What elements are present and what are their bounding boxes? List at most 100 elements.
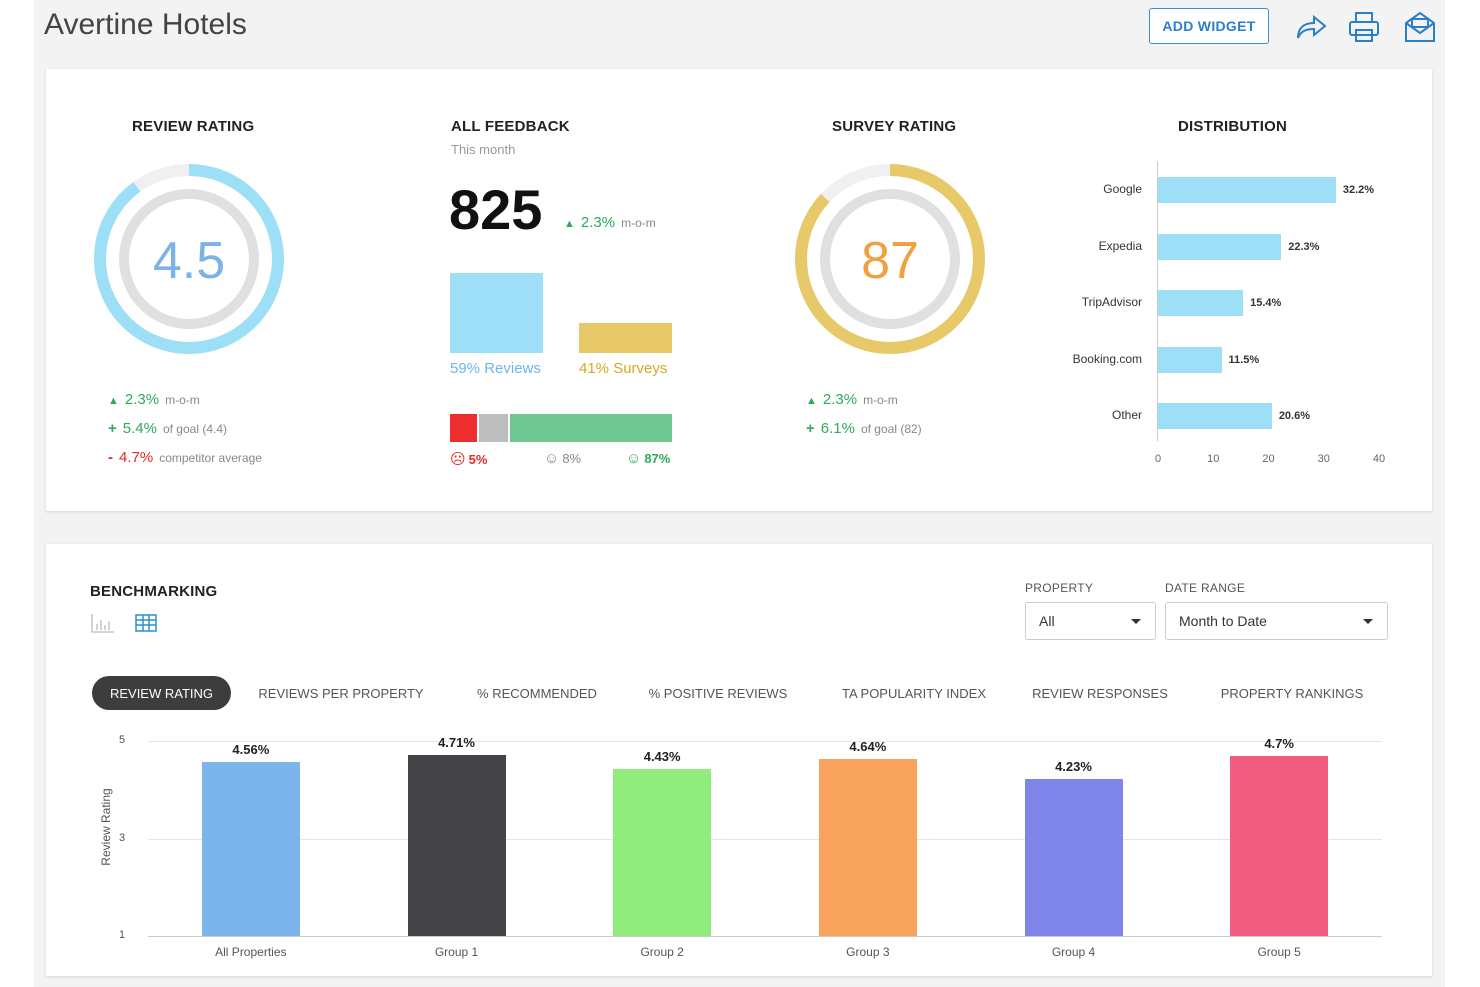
share-icon[interactable] bbox=[1294, 10, 1328, 44]
stat-value: 6.1% bbox=[820, 420, 855, 437]
stat-row: ▲ 2.3% m-o-m bbox=[108, 391, 200, 408]
sentiment-bar bbox=[450, 414, 672, 442]
distribution-tick-label: 20 bbox=[1262, 453, 1275, 465]
surveys-share-label: 41% Surveys bbox=[579, 360, 668, 377]
distribution-value-label: 20.6% bbox=[1278, 410, 1311, 422]
benchmark-gridline bbox=[148, 936, 1382, 937]
property-select[interactable]: All bbox=[1025, 602, 1156, 640]
distribution-value-label: 11.5% bbox=[1228, 353, 1260, 366]
distribution-category-label: Other bbox=[1111, 408, 1142, 422]
benchmarking-title: BENCHMARKING bbox=[90, 583, 218, 600]
benchmark-bar bbox=[613, 768, 712, 936]
property-label: PROPERTY bbox=[1025, 581, 1094, 595]
feedback-change: ▲ 2.3% m-o-m bbox=[564, 214, 656, 231]
benchmark-bar bbox=[201, 762, 300, 936]
benchmark-bar bbox=[407, 755, 506, 936]
sentiment-label-positive: ☺ 87% bbox=[626, 450, 670, 467]
add-widget-button[interactable]: ADD WIDGET bbox=[1149, 8, 1269, 44]
neutral-face-icon: ☺ bbox=[544, 450, 560, 467]
distribution-bar bbox=[1158, 177, 1336, 203]
date-range-label: DATE RANGE bbox=[1165, 581, 1246, 595]
distribution-tick-label: 10 bbox=[1207, 453, 1220, 465]
sentiment-label-neutral: ☺ 8% bbox=[544, 450, 581, 467]
date-range-caret-icon bbox=[1363, 619, 1373, 624]
distribution-tick-label: 30 bbox=[1317, 453, 1330, 465]
benchmark-gridline bbox=[148, 838, 1382, 840]
stat-row: +5.4% of goal (4.4) bbox=[108, 420, 227, 437]
benchmark-category-label: Group 4 bbox=[1051, 945, 1096, 959]
benchmark-y-axis-label: Review Rating bbox=[99, 788, 113, 866]
sentiment-segment-positive bbox=[507, 414, 672, 442]
benchmark-value-label: 4.7% bbox=[1264, 735, 1294, 751]
distribution-value-label: 32.2% bbox=[1342, 184, 1375, 196]
summary-card: REVIEW RATING 4.5 ▲ 2.3% m-o-m +5.4% of goal… bbox=[46, 69, 1432, 511]
table-view-icon[interactable] bbox=[134, 612, 158, 634]
survey-rating-title: SURVEY RATING bbox=[832, 118, 957, 135]
bar-chart-view-icon[interactable] bbox=[90, 612, 116, 634]
distribution-category-label: Google bbox=[1103, 182, 1142, 196]
distribution-bar bbox=[1158, 403, 1272, 429]
benchmark-category-label: Group 2 bbox=[640, 945, 684, 959]
print-icon[interactable] bbox=[1347, 10, 1381, 44]
distribution-title: DISTRIBUTION bbox=[1178, 118, 1288, 135]
benchmark-bar bbox=[818, 758, 917, 936]
benchmark-value-label: 4.23% bbox=[1055, 758, 1092, 774]
email-icon[interactable] bbox=[1403, 10, 1437, 44]
benchmark-category-label: All Properties bbox=[215, 945, 287, 959]
benchmark-gridline bbox=[148, 741, 1382, 742]
stat-label: of goal (82) bbox=[860, 422, 922, 436]
distribution-axis-line bbox=[1157, 161, 1158, 441]
sentiment-segment-negative bbox=[450, 414, 477, 442]
tab-percent-positive-reviews[interactable]: % POSITIVE REVIEWS bbox=[648, 685, 788, 701]
tab-property-rankings[interactable]: PROPERTY RANKINGS bbox=[1220, 685, 1364, 701]
stat-sign: - bbox=[108, 449, 113, 466]
benchmark-bar bbox=[1230, 755, 1329, 936]
benchmark-value-label: 4.64% bbox=[849, 738, 887, 754]
review-rating-title: REVIEW RATING bbox=[132, 118, 255, 135]
benchmark-y-tick-label: 5 bbox=[118, 734, 126, 746]
distribution-value-label: 15.4% bbox=[1250, 297, 1282, 309]
stat-value: 4.7% bbox=[119, 449, 154, 466]
tab-review-rating[interactable]: REVIEW RATING bbox=[92, 676, 231, 710]
negative-face-icon: ☹ bbox=[450, 451, 466, 468]
stat-label: of goal (4.4) bbox=[162, 422, 228, 436]
all-feedback-title: ALL FEEDBACK bbox=[451, 118, 570, 135]
positive-face-icon: ☺ bbox=[626, 450, 642, 467]
benchmark-value-label: 4.71% bbox=[438, 735, 475, 751]
sentiment-value: 8% bbox=[562, 451, 582, 466]
stat-row: +6.1% of goal (82) bbox=[806, 420, 922, 437]
tab-ta-popularity-index[interactable]: TA POPULARITY INDEX bbox=[841, 685, 986, 701]
date-range-select[interactable]: Month to Date bbox=[1165, 602, 1388, 640]
distribution-tick-label: 0 bbox=[1154, 453, 1162, 465]
surveys-share-bar bbox=[579, 323, 672, 353]
tab-percent-recommended[interactable]: % RECOMMENDED bbox=[477, 685, 597, 701]
stat-value: 2.3% bbox=[124, 391, 160, 408]
tab-review-responses[interactable]: REVIEW RESPONSES bbox=[1032, 685, 1168, 701]
distribution-category-label: Booking.com bbox=[1072, 351, 1142, 366]
distribution-bar bbox=[1158, 233, 1282, 260]
distribution-value-label: 22.3% bbox=[1288, 240, 1320, 253]
sentiment-value: 5% bbox=[468, 451, 488, 467]
benchmark-value-label: 4.56% bbox=[232, 742, 270, 758]
benchmark-value-label: 4.43% bbox=[643, 748, 681, 764]
survey-rating-value: 87 bbox=[861, 232, 919, 290]
review-rating-ring: 4.5 bbox=[94, 164, 284, 354]
distribution-bar bbox=[1158, 346, 1222, 373]
benchmark-category-label: Group 1 bbox=[434, 945, 479, 959]
stat-row: ▲ 2.3% m-o-m bbox=[806, 391, 898, 408]
stat-row: -4.7% competitor average bbox=[108, 449, 262, 466]
stat-sign: + bbox=[108, 420, 117, 437]
benchmark-y-tick-label: 1 bbox=[118, 929, 126, 941]
stat-label: m-o-m bbox=[165, 393, 200, 407]
distribution-tick-label: 40 bbox=[1372, 453, 1386, 465]
tab-reviews-per-property[interactable]: REVIEWS PER PROPERTY bbox=[258, 685, 424, 701]
sentiment-value: 87% bbox=[644, 451, 671, 466]
page-title: Avertine Hotels bbox=[44, 8, 247, 41]
reviews-share-label: 59% Reviews bbox=[450, 360, 541, 377]
reviews-share-bar bbox=[450, 273, 543, 353]
distribution-category-label: Expedia bbox=[1098, 238, 1142, 253]
benchmark-category-label: Group 5 bbox=[1257, 945, 1301, 959]
distribution-category-label: TripAdvisor bbox=[1081, 295, 1142, 309]
property-caret-icon bbox=[1131, 619, 1141, 624]
stat-label: competitor average bbox=[159, 451, 262, 465]
